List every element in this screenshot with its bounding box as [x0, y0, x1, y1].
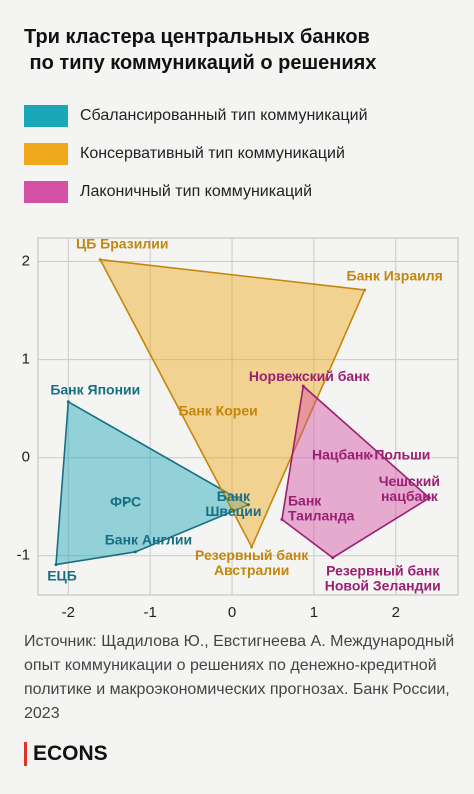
bank-label: Резервный банк Новой Зеландии [325, 562, 441, 593]
brand-bar [24, 742, 27, 766]
bank-label: ЕЦБ [47, 567, 77, 583]
bank-label: Нацбанк Польши [312, 446, 430, 462]
legend-swatch [24, 143, 68, 165]
bank-point [369, 454, 373, 458]
legend-swatch [24, 181, 68, 203]
y-tick-label: 2 [22, 253, 30, 270]
bank-label: Резервный банк Австралии [195, 547, 309, 578]
bank-point [66, 400, 70, 404]
bank-point [331, 556, 335, 560]
brand: ECONS [33, 742, 108, 765]
bank-label: Банк Швеции [205, 487, 261, 518]
legend-label: Лаконичный тип коммуникаций [80, 183, 312, 200]
legend-label: Сбалансированный тип коммуникаций [80, 107, 368, 124]
y-tick-label: -1 [17, 547, 30, 564]
bank-label: Банк Таиланда [288, 492, 355, 523]
x-tick-label: -1 [143, 604, 156, 621]
bank-label: Банк Израиля [347, 268, 443, 284]
bank-label: Банк Англии [105, 532, 192, 548]
y-tick-label: 1 [22, 351, 30, 368]
y-tick-label: 0 [22, 449, 30, 466]
bank-point [363, 288, 367, 292]
bank-point [280, 517, 284, 521]
x-tick-label: 1 [310, 604, 318, 621]
legend-swatch [24, 105, 68, 127]
bank-label: ЦБ Бразилии [76, 235, 168, 251]
bank-point [250, 545, 254, 549]
x-tick-label: 2 [392, 604, 400, 621]
source: Источник: Щадилова Ю., Евстигнеева А. Ме… [24, 633, 455, 722]
bank-point [427, 496, 431, 500]
x-tick-label: -2 [62, 604, 75, 621]
bank-point [301, 384, 305, 388]
plot-frame [37, 237, 459, 596]
legend-label: Консервативный тип коммуникаций [80, 145, 345, 162]
x-tick-label: 0 [228, 604, 236, 621]
bank-label: Банк Японии [50, 381, 140, 397]
bank-point [133, 550, 137, 554]
bank-point [246, 503, 250, 507]
bank-label: Банк Кореи [178, 402, 257, 418]
bank-label: Чешский нацбанк [379, 473, 440, 504]
cluster-area [98, 258, 366, 549]
chart-title: Три кластера центральных банков по типу … [24, 26, 376, 74]
bank-point [98, 258, 102, 262]
bank-point [124, 501, 128, 505]
bank-point [54, 563, 58, 567]
bank-label: Норвежский банк [249, 368, 371, 384]
bank-label: ФРС [110, 494, 141, 510]
bank-point [216, 410, 220, 414]
